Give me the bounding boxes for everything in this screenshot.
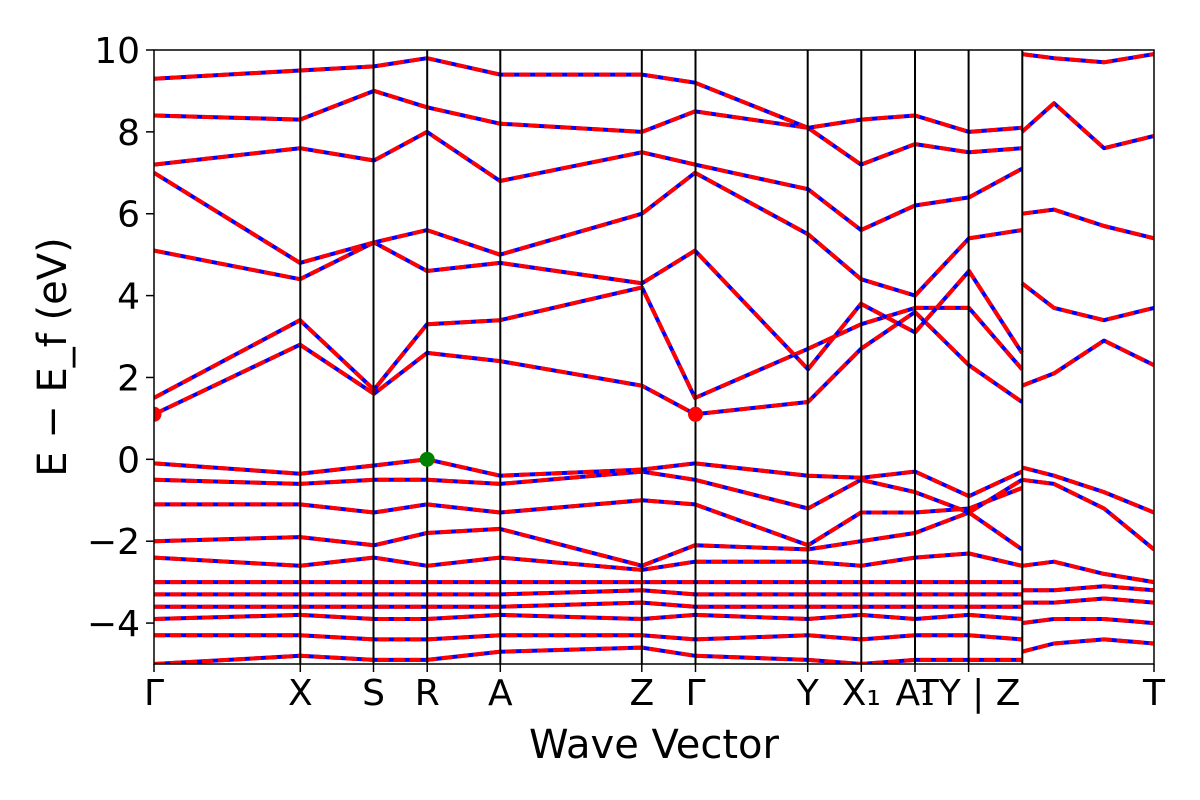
band-line-6-overlay [154, 551, 1023, 572]
y-tick-label-1: 8 [117, 113, 140, 154]
x-tick-label-1: X [288, 673, 313, 714]
plot-frame [153, 49, 1155, 665]
band-line-28 [1020, 101, 1154, 151]
marker-point-2 [688, 406, 703, 422]
band-line-24-overlay [1021, 465, 1154, 515]
band-line-14-overlay [154, 170, 1023, 298]
x-tick-label-3: R [415, 673, 440, 714]
x-tick-label-10: TY | Z [916, 673, 1021, 714]
band-line-20-overlay [1022, 596, 1154, 605]
x-tick-label-6: Γ [685, 673, 705, 714]
band-line-21-overlay [1022, 584, 1154, 593]
y-tick-label-7: −4 [87, 604, 140, 645]
band-line-4-overlay [154, 588, 1022, 597]
y-tick-label-3: 4 [117, 277, 140, 318]
band-line-18-overlay [1021, 637, 1154, 654]
x-tick-label-9: A₁ [895, 673, 934, 714]
band-line-17-overlay [154, 56, 1023, 134]
x-tick-label-0: Γ [144, 673, 164, 714]
band-line-15-overlay [154, 129, 1023, 233]
x-axis-title: Wave Vector [529, 722, 780, 768]
band-line-9-overlay [154, 469, 1024, 515]
x-tick-label-5: Z [629, 673, 654, 714]
markers-layer [154, 406, 703, 467]
y-tick-label-2: 6 [117, 195, 140, 236]
band-line-26-overlay [1020, 281, 1154, 323]
band-line-8-overlay [154, 486, 1023, 548]
band-line-3-overlay [154, 600, 1022, 609]
band-line-11-overlay [154, 310, 1024, 417]
y-axis-title: E − E_f (eV) [30, 237, 76, 476]
x-tick-label-8: X₁ [842, 673, 881, 714]
marker-point-1 [154, 406, 162, 422]
band-line-19-overlay [1021, 617, 1154, 626]
band-line-10-overlay [154, 457, 1023, 499]
x-tick-label-2: S [362, 673, 385, 714]
band-line-12 [154, 285, 1024, 400]
y-axis: 10 8 6 4 2 0 −2 −4 [87, 31, 154, 645]
band-line-23-overlay [1021, 477, 1154, 551]
x-tick-label-11: T [1142, 673, 1166, 714]
x-tick-label-4: A [488, 673, 513, 714]
band-line-28-overlay [1020, 101, 1154, 151]
band-line-23 [1021, 477, 1154, 551]
band-line-1-overlay [154, 633, 1023, 642]
band-line-12-overlay [154, 285, 1024, 400]
kpoint-lines [299, 50, 1024, 664]
band-line-29-overlay [1021, 52, 1154, 65]
y-tick-label-4: 2 [117, 358, 140, 399]
band-line-0-overlay [154, 645, 1022, 664]
x-tick-label-7: Y [796, 673, 820, 714]
band-line-22-overlay [1021, 559, 1154, 585]
band-line-27-overlay [1021, 207, 1154, 241]
y-tick-label-0: 10 [94, 31, 140, 72]
band-line-16 [154, 88, 1023, 167]
y-tick-label-6: −2 [87, 522, 140, 563]
band-line-16-overlay [154, 88, 1023, 167]
band-line-25-overlay [1021, 338, 1154, 388]
y-tick-label-5: 0 [117, 440, 140, 481]
band-line-7-overlay [154, 510, 1024, 568]
marker-point-0 [419, 451, 435, 467]
band-line-13-overlay [154, 240, 1024, 372]
band-line-2-overlay [154, 612, 1023, 621]
bands-layer [154, 52, 1154, 664]
